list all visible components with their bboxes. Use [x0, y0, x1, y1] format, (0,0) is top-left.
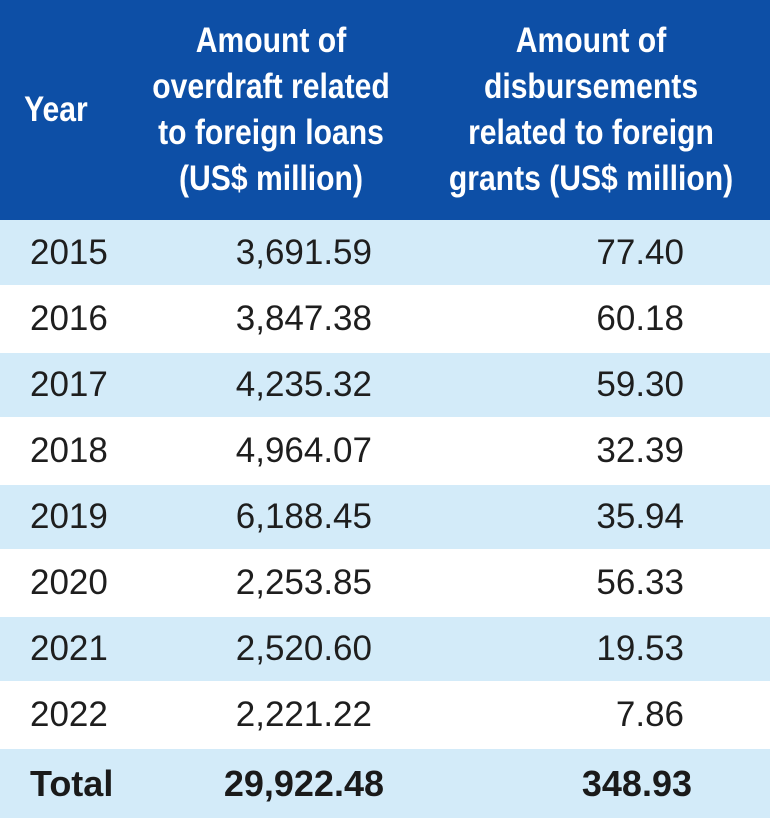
- cell-year: 2020: [30, 563, 108, 602]
- cell-year: 2015: [30, 232, 108, 272]
- header-grants-line-1: Amount of: [515, 21, 667, 60]
- cell-grants: 32.39: [596, 431, 684, 470]
- cell-overdraft: 4,235.32: [235, 365, 372, 404]
- header-grants-line-2: disbursements: [483, 67, 699, 106]
- cell-overdraft: 2,253.85: [235, 563, 372, 602]
- cell-grants: 56.33: [596, 563, 684, 602]
- cell-grants: 35.94: [596, 497, 684, 536]
- cell-grants: 19.53: [596, 629, 684, 668]
- header-year: Year: [0, 0, 112, 220]
- table-row: 2021 2,520.60 19.53: [0, 616, 770, 682]
- cell-grants: 59.30: [596, 365, 684, 404]
- total-grants: 348.93: [581, 762, 692, 804]
- header-overdraft: Amount of overdraft related to foreign l…: [150, 0, 393, 220]
- table-row: 2017 4,235.32 59.30: [0, 352, 770, 418]
- table-row: 2020 2,253.85 56.33: [0, 550, 770, 616]
- header-year-line: Year: [24, 90, 88, 129]
- cell-overdraft: 2,520.60: [235, 629, 372, 668]
- cell-grants: 77.40: [596, 232, 684, 272]
- total-row: Total 29,922.48 348.93: [0, 748, 770, 818]
- table-body: 2015 3,691.59 77.40 2016 3,847.38 60.18 …: [0, 220, 770, 818]
- table-row: 2018 4,964.07 32.39: [0, 418, 770, 484]
- cell-overdraft: 2,221.22: [235, 695, 372, 734]
- table-row: 2022 2,221.22 7.86: [0, 682, 770, 748]
- header-overdraft-line-4: (US$ million): [179, 159, 363, 198]
- cell-overdraft: 3,691.59: [235, 232, 372, 272]
- cell-year: 2022: [30, 695, 108, 734]
- cell-grants: 60.18: [596, 299, 684, 338]
- cell-overdraft: 6,188.45: [235, 497, 372, 536]
- header-row: Year Amount of overdraft related to fore…: [0, 0, 770, 220]
- header-grants-line-3: related to foreign: [468, 113, 714, 152]
- header-overdraft-line-1: Amount of: [195, 21, 347, 60]
- header-overdraft-line-3: to foreign loans: [158, 113, 384, 152]
- table-header: Year Amount of overdraft related to fore…: [0, 0, 770, 220]
- cell-overdraft: 4,964.07: [235, 431, 372, 470]
- table-row: 2016 3,847.38 60.18: [0, 286, 770, 352]
- cell-overdraft: 3,847.38: [235, 299, 372, 338]
- total-overdraft: 29,922.48: [223, 762, 384, 804]
- header-overdraft-line-2: overdraft related: [152, 67, 390, 106]
- header-grants: Amount of disbursements related to forei…: [437, 0, 745, 220]
- header-grants-line-4: grants (US$ million): [448, 159, 734, 198]
- cell-year: 2021: [30, 629, 108, 668]
- total-label: Total: [30, 762, 114, 804]
- foreign-loans-grants-table: Year Amount of overdraft related to fore…: [0, 0, 770, 818]
- table-row: 2015 3,691.59 77.40: [0, 220, 770, 286]
- cell-year: 2016: [30, 299, 108, 338]
- cell-year: 2018: [30, 431, 108, 470]
- cell-grants: 7.86: [615, 695, 684, 734]
- cell-year: 2017: [30, 365, 108, 404]
- table-row: 2019 6,188.45 35.94: [0, 484, 770, 550]
- cell-year: 2019: [30, 497, 108, 536]
